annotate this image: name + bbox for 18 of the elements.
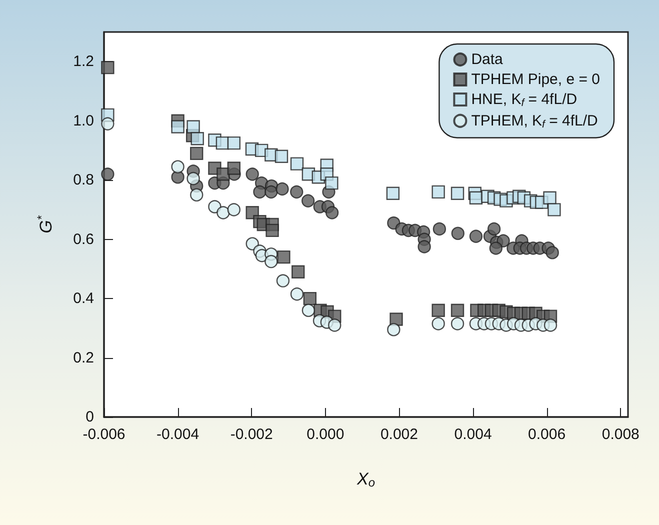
y-tick-label: 0.6 (73, 230, 94, 248)
x-tick-label: -0.006 (82, 426, 126, 443)
x-tick-label: 0.000 (306, 426, 344, 443)
y-axis-title: G* (34, 215, 56, 234)
x-tick-label: 0.006 (528, 426, 566, 443)
x-tick-label: 0.004 (454, 426, 492, 443)
x-tick-label: -0.002 (230, 426, 273, 443)
x-tick-label: 0.008 (602, 426, 640, 443)
x-tick-label: 0.002 (380, 426, 418, 443)
x-tick-label: -0.004 (156, 426, 200, 443)
y-tick-label: 0.4 (73, 290, 94, 308)
legend-label: Data (471, 51, 504, 68)
y-tick-label: 0.8 (73, 172, 94, 189)
legend-label: TPHEM Pipe, e = 0 (471, 71, 600, 88)
y-tick-label: 0.2 (73, 349, 94, 366)
y-tick-label: 1.2 (73, 53, 94, 70)
y-tick-label: 1.0 (73, 112, 94, 130)
y-tick-label: 0 (86, 408, 94, 426)
